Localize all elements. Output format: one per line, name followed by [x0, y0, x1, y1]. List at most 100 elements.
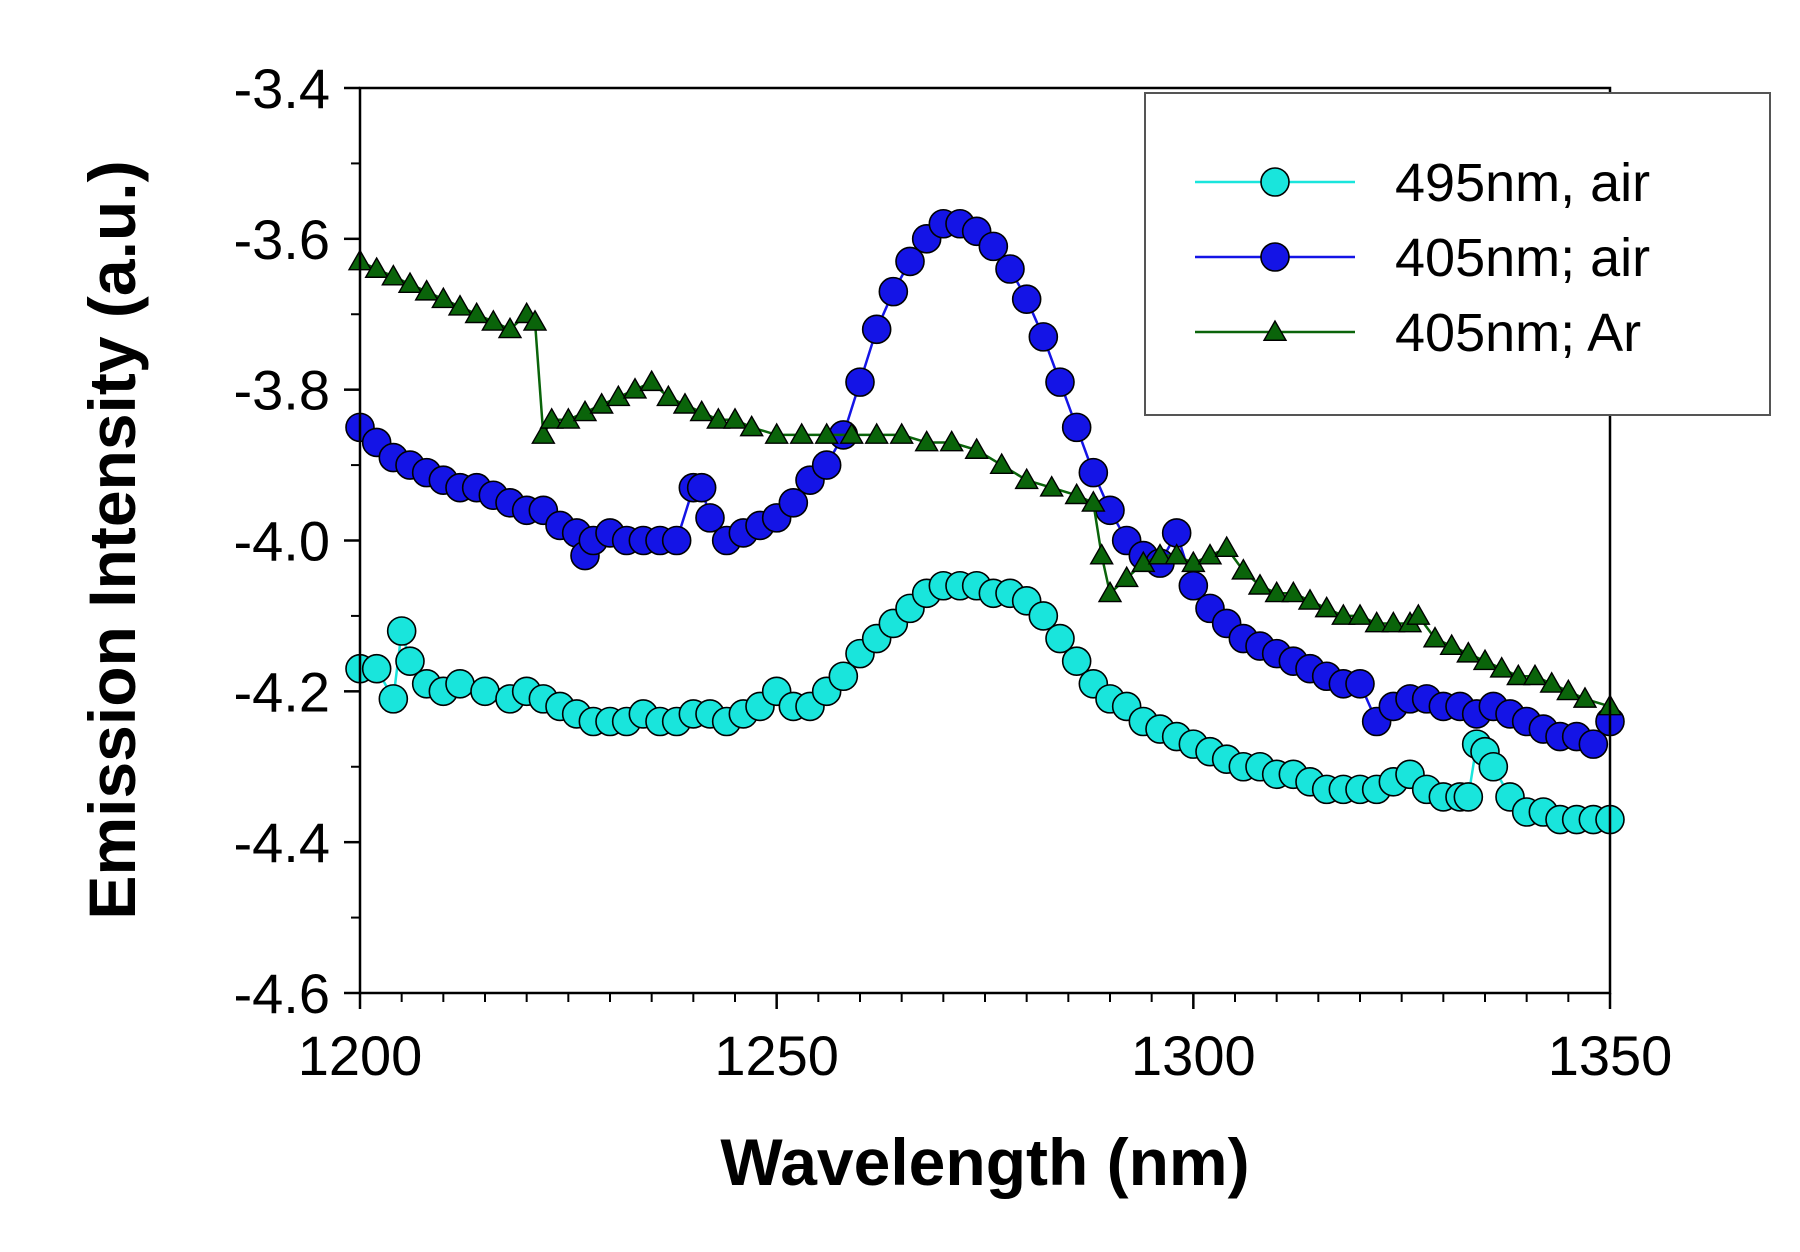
series-405nm-ar-point: [1147, 543, 1173, 565]
series-495nm-air-point: [386, 616, 417, 646]
series-405nm-ar-point: [1489, 656, 1514, 678]
series-405nm-air-point: [778, 487, 809, 518]
series-405nm-air-point: [695, 503, 725, 533]
series-405nm-ar-point: [1264, 580, 1289, 603]
series-405nm-ar-point: [964, 437, 989, 459]
series-405nm-ar-point: [1522, 663, 1548, 686]
series-495nm-air-point: [470, 676, 500, 707]
series-495nm-air-point: [1028, 601, 1059, 631]
x-tick-label: 1300: [1131, 1024, 1256, 1087]
series-495nm-air-point: [378, 684, 409, 714]
series-405nm-ar-point: [1472, 648, 1498, 671]
series-405nm-ar-point: [839, 422, 864, 444]
series-405nm-air-point: [811, 450, 842, 480]
series-405nm-ar-point: [1572, 686, 1598, 708]
y-tick-label: -4.2: [234, 660, 331, 723]
series-405nm-ar-point: [464, 301, 489, 324]
y-tick-label: -3.4: [234, 57, 331, 120]
series-405nm-ar-point: [447, 294, 473, 316]
series-405nm-ar-point: [622, 377, 648, 399]
series-405nm-ar-point: [1281, 580, 1306, 603]
series-405nm-ar-point: [939, 430, 964, 452]
series-495nm-air: [345, 570, 1625, 835]
series-405nm-ar-point: [1439, 633, 1464, 656]
series-405nm-ar-point: [1231, 558, 1256, 580]
y-tick-label: -4.0: [234, 510, 331, 573]
series-405nm-air-point: [1028, 322, 1059, 352]
series-405nm-ar-point: [1097, 580, 1123, 603]
legend-495nm-air-marker: [1260, 167, 1290, 197]
legend-405nm-air-marker: [1260, 242, 1290, 272]
series-405nm-ar-point: [1214, 535, 1239, 557]
series-405nm-ar-point: [1331, 603, 1356, 625]
series-405nm-ar-point: [1364, 611, 1389, 633]
series-405nm-ar-point: [381, 264, 406, 286]
series-405nm-ar-point: [1064, 482, 1089, 505]
y-tick-label: -4.6: [234, 962, 331, 1025]
series-495nm-air-point: [395, 646, 425, 676]
series-405nm-ar-point: [1314, 595, 1339, 618]
series-405nm-air-point: [845, 367, 875, 397]
series-405nm-air-point: [1345, 668, 1375, 699]
series-405nm-air-point: [878, 276, 909, 307]
series-405nm-ar-point: [1181, 550, 1206, 573]
series-405nm-air-point: [686, 472, 717, 503]
series-405nm-ar-point: [706, 407, 731, 429]
series-495nm-air-point: [1453, 782, 1484, 812]
series-405nm-ar-point: [789, 422, 814, 444]
legend-495nm-air-label: 495nm, air: [1395, 153, 1650, 213]
series-495nm-air-point: [1061, 646, 1092, 676]
series-405nm-ar-point: [639, 369, 664, 392]
legend-405nm-ar-marker: [1262, 319, 1288, 341]
series-405nm-ar-point: [1014, 467, 1039, 490]
series-405nm-air-point: [1161, 518, 1192, 548]
series-405nm-ar-point: [656, 384, 681, 407]
axes: 1200 1250 1300 1350 -4.6 -4.4 -4.2 -4.0 -3.8 -3.6…: [234, 57, 1673, 1087]
series-405nm-ar-point: [864, 422, 889, 444]
series-405nm-air-point: [1578, 729, 1609, 759]
series-405nm-ar-point: [889, 422, 914, 444]
plot-marks: [345, 208, 1625, 835]
series-495nm-air-point: [445, 668, 475, 699]
series-405nm-ar-point: [589, 392, 614, 414]
series-405nm-ar-point: [1539, 671, 1564, 693]
series-405nm-ar-point: [1506, 663, 1531, 686]
series-405nm-ar-point: [1089, 543, 1114, 565]
series-405nm-ar-point: [397, 271, 423, 294]
series-405nm-ar-point: [606, 384, 631, 407]
series-405nm-ar-point: [1247, 573, 1273, 595]
series-405nm-ar-point: [672, 392, 698, 414]
series-405nm-ar-point: [431, 286, 456, 309]
series-405nm-ar-point: [539, 407, 564, 429]
series-405nm-air-point: [995, 254, 1025, 284]
series-405nm-ar-point: [1422, 626, 1448, 648]
series-405nm-ar-point: [1556, 678, 1581, 701]
series-405nm-ar-point: [556, 407, 581, 429]
legend-box: [1144, 92, 1771, 416]
x-tick-label: 1250: [714, 1024, 839, 1087]
series-405nm-ar-point: [414, 279, 439, 301]
series-405nm-ar-point: [572, 399, 598, 422]
series-405nm-ar-point: [364, 256, 389, 278]
series-405nm-air-point: [1078, 457, 1109, 488]
legend-405nm-ar-label: 405nm; Ar: [1395, 303, 1641, 363]
series-405nm-ar-point: [1131, 550, 1156, 573]
series-405nm-ar-point: [764, 422, 789, 444]
series-405nm-ar-point: [1347, 603, 1373, 625]
series-405nm-ar-point: [1381, 611, 1406, 633]
y-tick-label: -3.8: [234, 359, 331, 422]
series-405nm-air-point: [861, 314, 892, 345]
series-405nm-ar-point: [914, 430, 939, 452]
series-405nm-air-point: [895, 246, 925, 277]
series-405nm-air: [345, 208, 1625, 759]
y-tick-label: -4.4: [234, 811, 331, 874]
series-405nm-ar-point: [1039, 475, 1064, 497]
series-405nm-air-point: [1045, 367, 1075, 397]
series-405nm-ar-point: [1081, 490, 1106, 512]
series-405nm-ar-point: [739, 414, 764, 437]
series-405nm-ar-point: [497, 316, 523, 339]
series-405nm-ar-point: [1114, 565, 1139, 588]
series-405nm-ar-point: [1197, 543, 1223, 565]
series-405nm-air-point: [661, 525, 692, 556]
